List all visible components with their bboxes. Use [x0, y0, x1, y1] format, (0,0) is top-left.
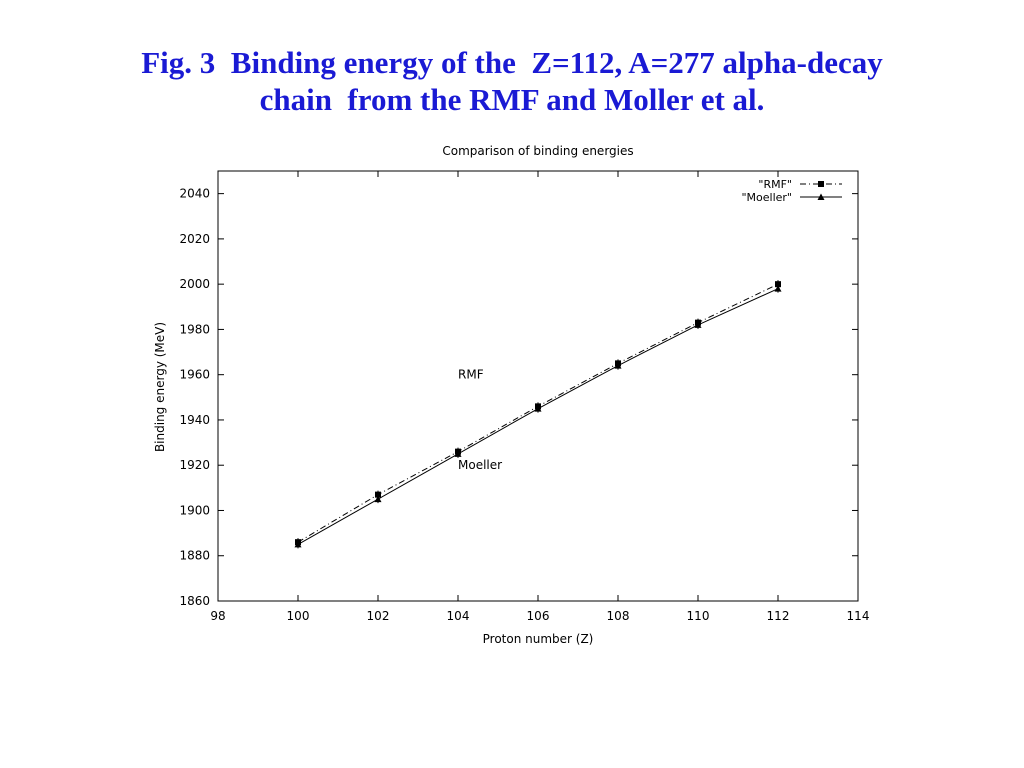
data-point [454, 450, 462, 457]
y-tick-label: 2000 [179, 277, 210, 291]
data-point [534, 405, 542, 412]
x-tick-label: 104 [447, 609, 470, 623]
data-point [375, 491, 381, 498]
data-point [294, 540, 302, 548]
x-tick-label: 112 [767, 609, 790, 623]
x-tick-label: 108 [607, 609, 630, 623]
chart-annotations: RMF Moeller [458, 368, 502, 473]
y-tick-label: 1860 [179, 594, 210, 608]
y-tick-label: 1940 [179, 413, 210, 427]
series-moeller [294, 284, 782, 549]
data-point [774, 285, 782, 292]
plot-frame [217, 170, 859, 602]
y-axis-label: Binding energy (MeV) [153, 322, 167, 452]
series-layer [294, 280, 782, 549]
y-tick-label: 1920 [179, 458, 210, 472]
x-tick-label: 114 [847, 609, 870, 623]
annotation-label: RMF [458, 368, 484, 382]
data-point [775, 281, 781, 288]
series-line [297, 288, 779, 545]
legend-marker [818, 181, 824, 187]
y-tick-label: 2040 [179, 187, 210, 201]
chart-legend: "RMF""Moeller" [741, 178, 842, 204]
x-tick-label: 102 [367, 609, 390, 623]
slide-title-line-1: Fig. 3 Binding energy of the Z=112, A=27… [141, 45, 883, 80]
chart-title: Comparison of binding energies [442, 144, 633, 158]
legend-label: "RMF" [758, 178, 792, 191]
data-point [694, 321, 702, 328]
x-tick-label: 100 [287, 609, 310, 623]
axis-ticks: 98 100 102 104 106 108 110 112 114 1860 1880 1900 19… [179, 171, 869, 623]
slide-title-line-2: chain from the RMF and Moller et al. [259, 82, 765, 117]
x-tick-label: 106 [527, 609, 550, 623]
x-tick-label: 98 [210, 609, 225, 623]
y-tick-label: 1900 [179, 503, 210, 517]
legend-label: "Moeller" [741, 191, 792, 204]
x-tick-label: 110 [687, 609, 710, 623]
slide-title: Fig. 3 Binding energy of the Z=112, A=27… [0, 44, 1024, 118]
y-tick-label: 1960 [179, 368, 210, 382]
data-point [374, 495, 382, 503]
annotation-label: Moeller [458, 458, 502, 472]
legend-marker [817, 193, 825, 200]
data-point [614, 362, 622, 369]
x-axis-label: Proton number (Z) [483, 632, 594, 646]
y-tick-label: 1880 [179, 549, 210, 563]
y-tick-label: 2020 [179, 232, 210, 246]
y-tick-label: 1980 [179, 322, 210, 336]
